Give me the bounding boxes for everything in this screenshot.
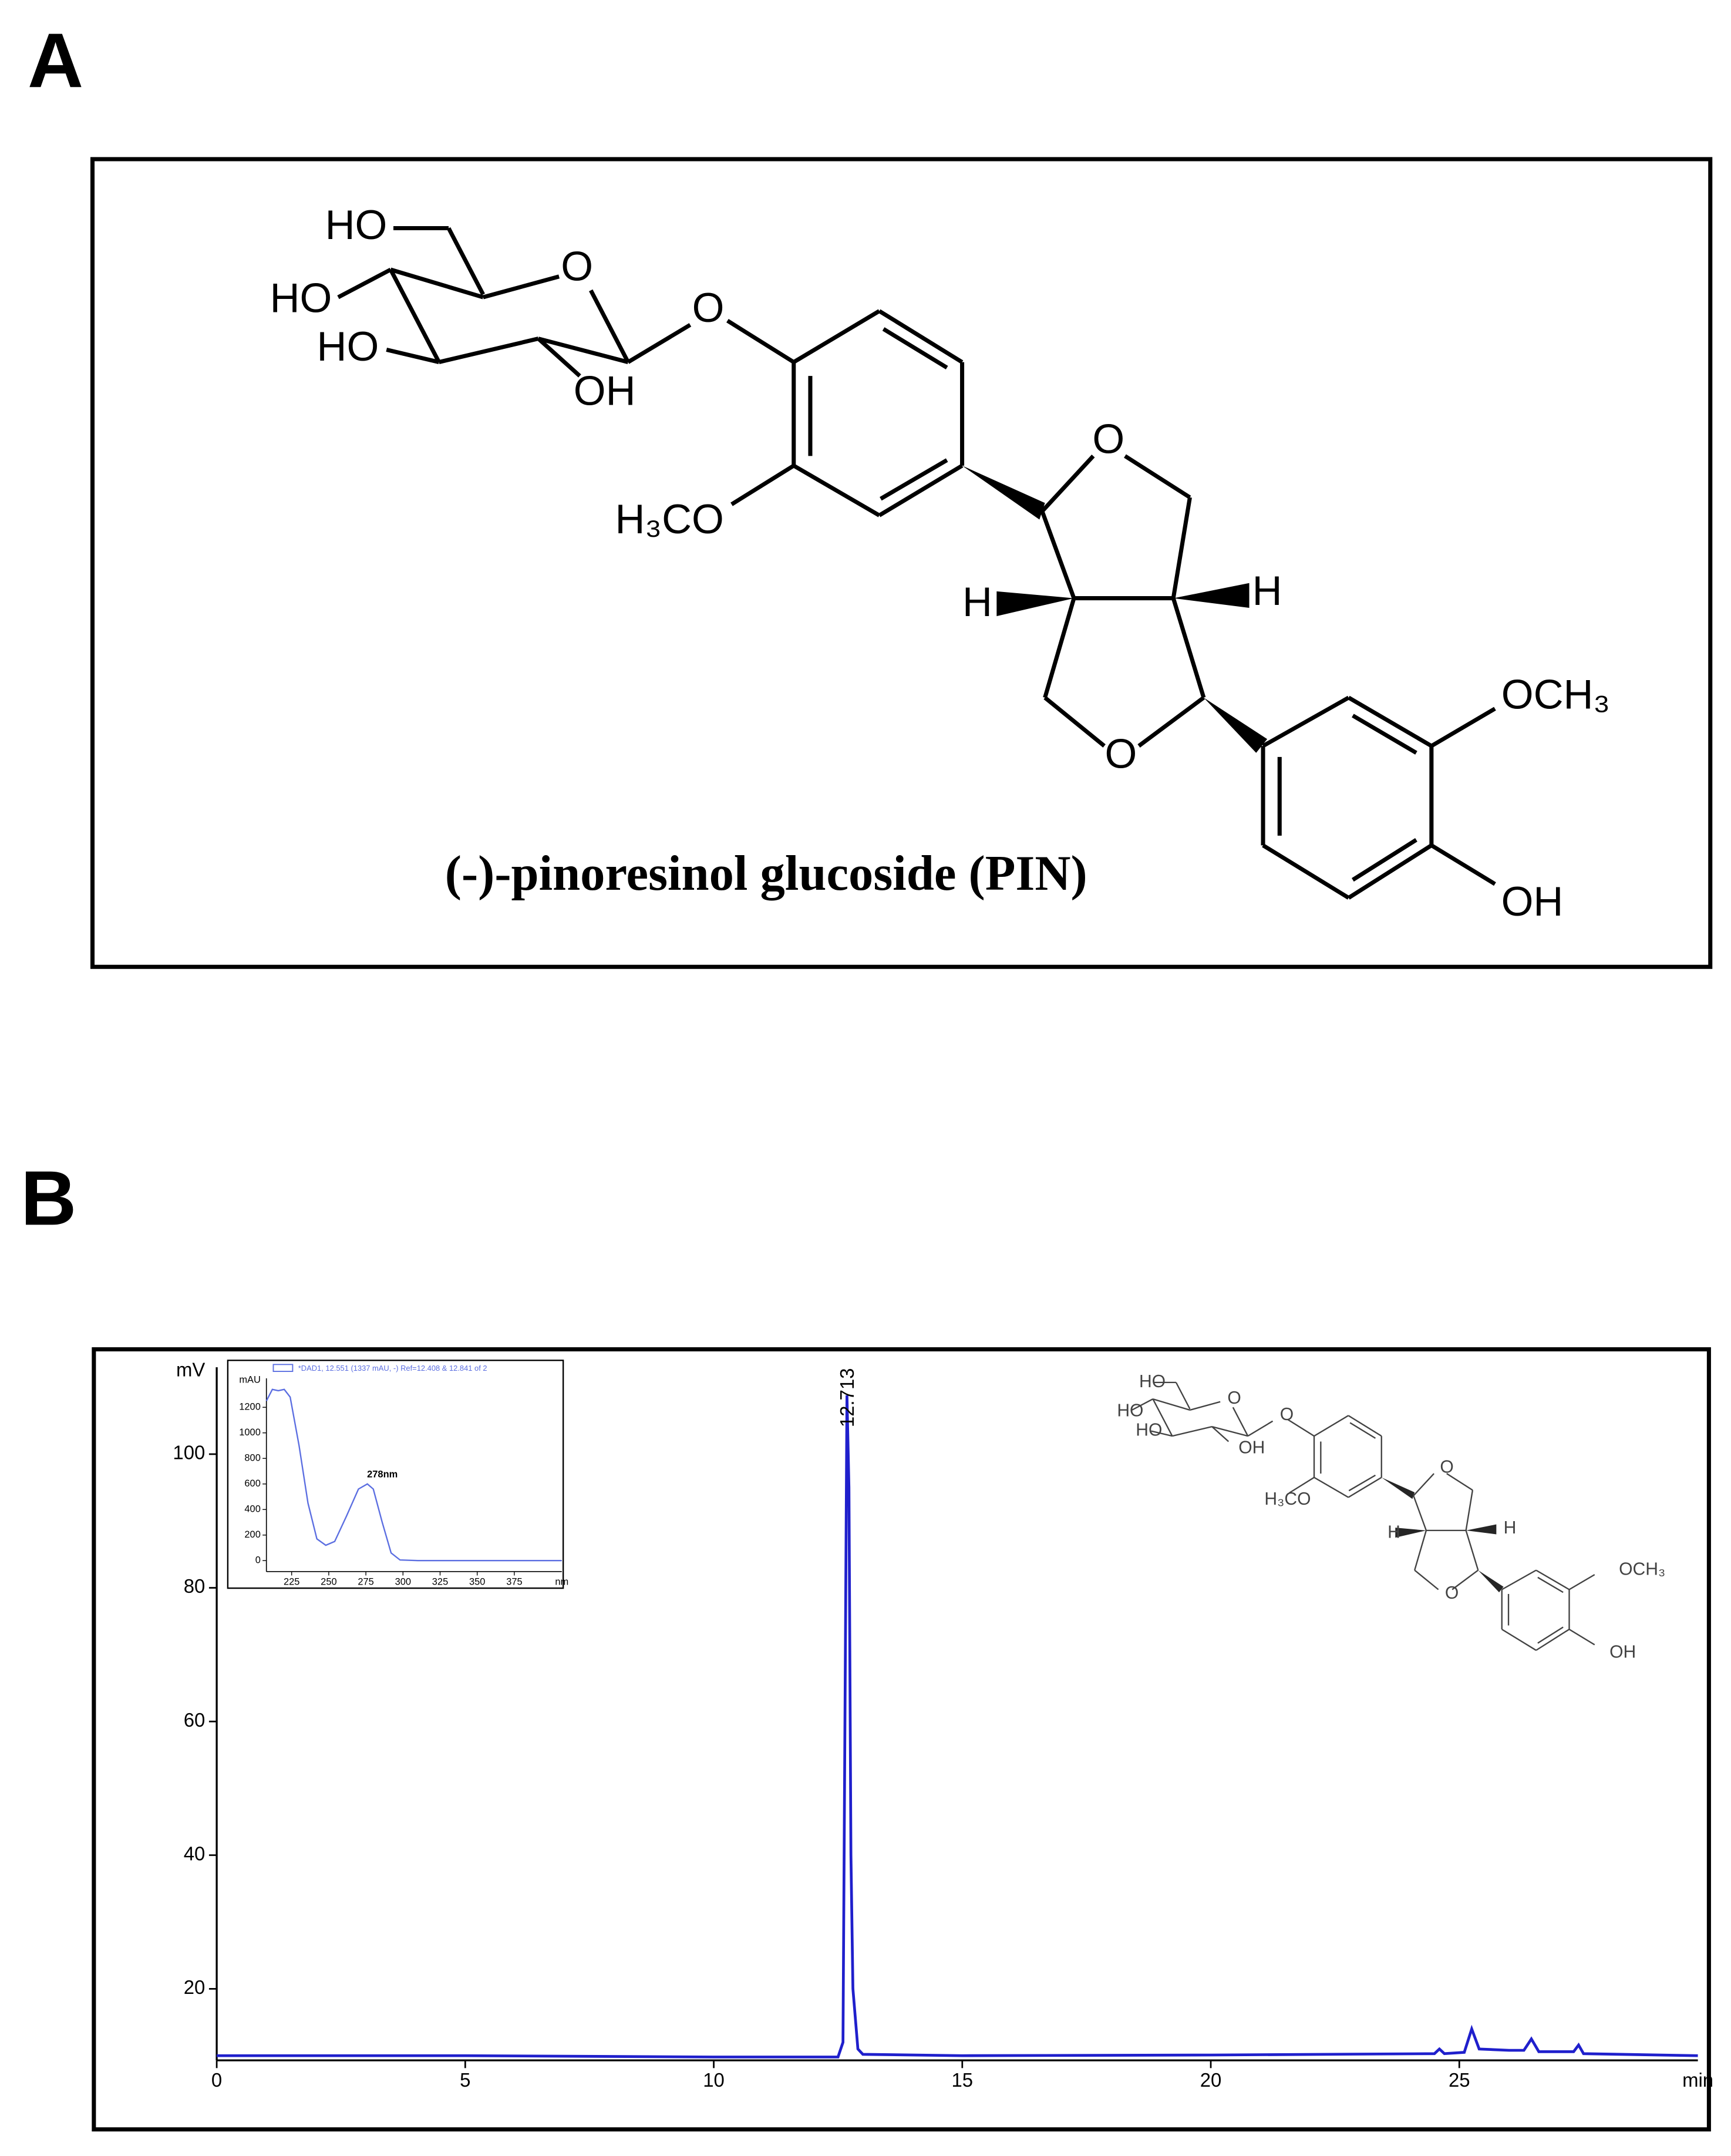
annotation: 278nm <box>367 1469 398 1480</box>
atom: HO <box>270 275 332 321</box>
atom: O <box>1440 1458 1453 1477</box>
atom: HO <box>325 201 388 248</box>
x-tick-label: 300 <box>395 1576 411 1587</box>
chart-frame <box>92 1347 1711 2132</box>
x-tick-label: 275 <box>358 1576 373 1587</box>
trace <box>265 1388 562 1562</box>
y-tick-label: 400 <box>244 1504 260 1515</box>
atom: HO <box>317 323 379 369</box>
panel-label: A <box>28 17 83 103</box>
atom: H₃CO <box>1264 1489 1311 1509</box>
x-tick-label: 15 <box>951 2069 973 2091</box>
x-tick-label: 350 <box>469 1576 485 1587</box>
atom: OH <box>1501 878 1564 924</box>
y-tick-label: 600 <box>244 1478 260 1489</box>
atom: H <box>1252 567 1282 614</box>
y-unit: mAU <box>239 1374 261 1385</box>
y-tick-label: 1200 <box>239 1402 261 1412</box>
structure: HO HO HO OH O O H₃CO O H H O OCH₃ OH <box>1117 1372 1665 1662</box>
y-tick-label: 0 <box>255 1555 261 1566</box>
atom: OCH₃ <box>1501 671 1610 717</box>
atom: OCH₃ <box>1619 1560 1665 1579</box>
x-tick-label: 20 <box>1200 2069 1222 2091</box>
atom: H₃CO <box>615 496 723 542</box>
atom: H <box>962 578 992 625</box>
atom: OH <box>1238 1438 1265 1458</box>
atom: HO <box>1136 1421 1162 1440</box>
x-tick-label: 5 <box>460 2069 470 2091</box>
x-tick-label: 375 <box>506 1576 522 1587</box>
y-tick-label: 40 <box>184 1842 206 1864</box>
y-tick-label: 800 <box>244 1453 260 1464</box>
y-tick-label: 200 <box>244 1529 260 1540</box>
atom: O <box>1445 1583 1459 1603</box>
x-tick-label: 0 <box>211 2069 222 2091</box>
legend-text: *DAD1, 12.551 (1337 mAU, -) Ref=12.408 &… <box>298 1364 487 1373</box>
y-tick-label: 100 <box>173 1442 205 1464</box>
legend-swatch <box>272 1364 294 1373</box>
caption: (-)-pinoresinol glucoside (PIN) <box>445 846 1087 901</box>
panel-frame <box>90 157 1713 969</box>
x-tick-label: 225 <box>284 1576 299 1587</box>
y-tick-label: 80 <box>184 1575 206 1597</box>
atom: O <box>1227 1388 1241 1408</box>
x-tick-label: 325 <box>432 1576 448 1587</box>
structure: HO HO HO OH O O H₃CO O H H O OCH₃ OH <box>270 201 1611 924</box>
atom: H <box>1388 1523 1400 1542</box>
x-unit: min <box>1682 2069 1713 2091</box>
x-tick-label: 10 <box>703 2069 725 2091</box>
atom: O <box>1104 731 1137 777</box>
peak-label: 12.713 <box>836 1368 858 1427</box>
y-tick-label: 1000 <box>239 1427 261 1438</box>
y-tick-label: 60 <box>184 1709 206 1731</box>
atom: O <box>1280 1405 1294 1424</box>
y-unit: mV <box>176 1358 205 1380</box>
panel-label: B <box>21 1155 76 1241</box>
x-unit: nm <box>555 1576 568 1587</box>
y-tick-label: 20 <box>184 1976 206 1998</box>
x-tick-label: 25 <box>1449 2069 1470 2091</box>
atom: HO <box>1117 1401 1143 1421</box>
trace <box>217 1395 1698 2059</box>
atom: O <box>1092 416 1124 462</box>
atom: O <box>692 284 725 331</box>
atom: O <box>561 243 593 290</box>
atom: OH <box>1609 1643 1636 1662</box>
atom: OH <box>574 367 636 413</box>
atom: HO <box>1139 1372 1166 1391</box>
x-tick-label: 250 <box>321 1576 336 1587</box>
inset-frame <box>227 1360 564 1589</box>
atom: H <box>1504 1518 1517 1538</box>
